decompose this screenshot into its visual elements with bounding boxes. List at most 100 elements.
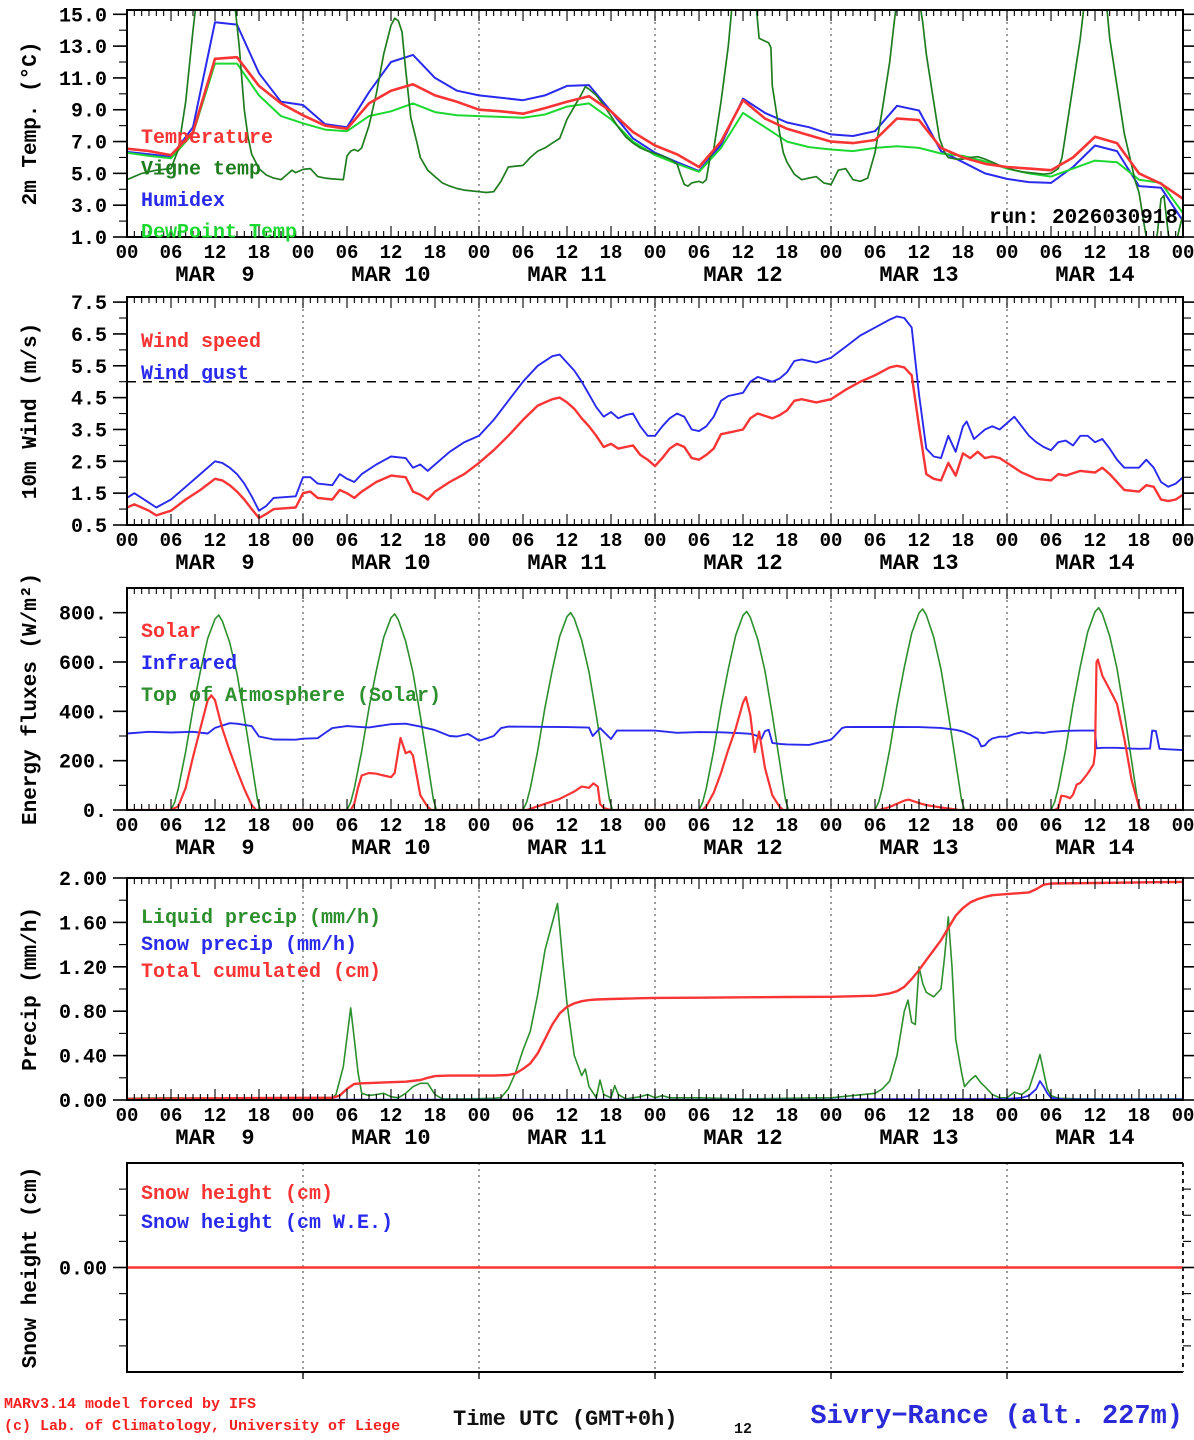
panel-flux: 00 06 12 18 00 06 12 18 00 06 12 18 00 06 12 18 00 06 12 18… [20, 573, 1194, 861]
y-tick-label: 1.5 [71, 484, 107, 507]
hour-tick-label: 00 [468, 530, 491, 552]
hour-tick-label: 00 [996, 242, 1019, 264]
hour-tick-label: 06 [688, 1105, 711, 1127]
y-tick-label: 0.80 [59, 1002, 107, 1025]
hour-tick-label: 00 [292, 815, 315, 837]
hour-tick-label: 00 [1172, 242, 1194, 264]
day-label: MAR 14 [1055, 836, 1134, 861]
legend-label-temp-0: Temperature [141, 127, 273, 150]
hour-tick-label: 12 [380, 1105, 403, 1127]
hour-tick-label: 06 [160, 1105, 183, 1127]
y-axis-title-precip: Precip (mm/h) [20, 907, 43, 1071]
hour-tick-label: 12 [204, 242, 227, 264]
hour-tick-label: 00 [820, 242, 843, 264]
hour-tick-label: 18 [600, 1105, 623, 1127]
hour-tick-label: 06 [1040, 530, 1063, 552]
hour-tick-label: 18 [248, 815, 271, 837]
hour-tick-label: 06 [512, 815, 535, 837]
hour-tick-label: 06 [512, 242, 535, 264]
hour-tick-label: 18 [600, 815, 623, 837]
hour-tick-label: 00 [1172, 1105, 1194, 1127]
hour-tick-label: 12 [908, 530, 931, 552]
hour-tick-label: 06 [864, 1105, 887, 1127]
time-axis-label: Time UTC (GMT+0h) [453, 1407, 678, 1432]
hour-tick-label: 12 [204, 815, 227, 837]
hour-tick-label: 00 [996, 815, 1019, 837]
hour-tick-label: 00 [116, 242, 139, 264]
hour-tick-label: 06 [160, 530, 183, 552]
hour-tick-label: 00 [292, 530, 315, 552]
y-tick-label: 6.5 [71, 325, 107, 348]
hour-tick-label: 06 [1040, 242, 1063, 264]
day-label: MAR 9 [175, 836, 254, 861]
y-tick-label: 1.60 [59, 913, 107, 936]
day-label: MAR 13 [879, 836, 958, 861]
hour-tick-label: 12 [732, 1105, 755, 1127]
legend-label-snow-1: Snow height (cm W.E.) [141, 1212, 393, 1235]
hour-tick-label: 06 [336, 242, 359, 264]
plot-border [126, 1162, 1183, 1373]
hour-tick-label: 18 [248, 1105, 271, 1127]
y-tick-label: 11.0 [59, 69, 107, 92]
y-tick-label: 400. [59, 702, 107, 725]
hour-tick-label: 12 [556, 530, 579, 552]
hour-tick-label: 06 [160, 242, 183, 264]
day-label: MAR 10 [351, 1126, 430, 1151]
day-label: MAR 10 [351, 263, 430, 288]
plot-border [126, 877, 1184, 1101]
legend-label-temp-3: DewPoint Temp [141, 222, 297, 245]
hour-tick-label: 06 [160, 815, 183, 837]
day-label: MAR 12 [703, 1126, 782, 1151]
hour-tick-label: 06 [1040, 815, 1063, 837]
plot-border [126, 296, 1184, 526]
legend-label-flux-1: Infrared [141, 653, 237, 676]
legend-label-temp-1: Vigne temp [141, 159, 261, 182]
day-label: MAR 10 [351, 836, 430, 861]
day-label: MAR 9 [175, 263, 254, 288]
hour-tick-label: 00 [468, 815, 491, 837]
day-label: MAR 14 [1055, 263, 1134, 288]
hour-tick-label: 06 [1040, 1105, 1063, 1127]
y-tick-label: 0.00 [59, 1259, 107, 1282]
day-label: MAR 11 [527, 551, 606, 576]
hour-tick-label: 18 [776, 242, 799, 264]
hour-tick-label: 18 [248, 242, 271, 264]
hour-tick-label: 00 [820, 815, 843, 837]
hour-tick-label: 06 [512, 1105, 535, 1127]
y-tick-label: 0.40 [59, 1047, 107, 1070]
hour-tick-label: 12 [204, 1105, 227, 1127]
hour-tick-label: 00 [292, 1105, 315, 1127]
series-toa-solar [170, 606, 1142, 810]
y-tick-label: 9.0 [71, 101, 107, 124]
y-tick-label: 200. [59, 752, 107, 775]
hour-tick-label: 12 [908, 815, 931, 837]
hour-tick-label: 00 [820, 530, 843, 552]
y-tick-label: 15.0 [59, 5, 107, 28]
hour-tick-label: 12 [380, 530, 403, 552]
y-tick-label: 0. [83, 801, 107, 824]
legend-label-precip-2: Total cumulated (cm) [141, 961, 381, 984]
y-tick-label: 1.0 [71, 228, 107, 251]
y-tick-label: 13.0 [59, 37, 107, 60]
hour-tick-label: 18 [424, 815, 447, 837]
legend-label-flux-2: Top of Atmosphere (Solar) [141, 685, 441, 708]
y-tick-label: 1.20 [59, 958, 107, 981]
hour-tick-label: 00 [292, 242, 315, 264]
legend-label-flux-0: Solar [141, 621, 201, 644]
hour-tick-label: 06 [688, 815, 711, 837]
y-tick-label: 0.00 [59, 1091, 107, 1114]
y-tick-label: 5.5 [71, 357, 107, 380]
hour-tick-label: 06 [336, 815, 359, 837]
day-label: MAR 13 [879, 551, 958, 576]
y-axis-title-flux: Energy fluxes (W/m²) [20, 573, 43, 825]
series-infrared [127, 722, 1183, 752]
series-temperature [127, 55, 1183, 201]
hour-tick-label: 18 [1128, 1105, 1151, 1127]
plot-border [126, 587, 1184, 811]
hour-tick-label: 00 [116, 1105, 139, 1127]
hour-tick-label: 12 [1084, 242, 1107, 264]
series-total-cumulated [127, 880, 1183, 1100]
hour-tick-label: 18 [248, 530, 271, 552]
hour-tick-label: 18 [952, 815, 975, 837]
y-tick-label: 3.0 [71, 196, 107, 219]
